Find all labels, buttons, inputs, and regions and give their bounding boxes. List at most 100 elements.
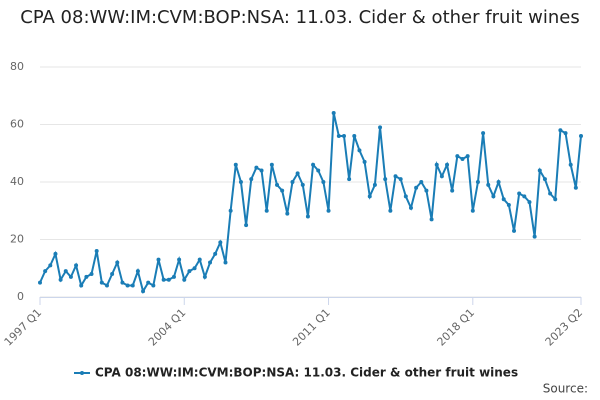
data-point	[48, 263, 53, 268]
data-point	[208, 260, 213, 265]
data-point	[43, 269, 48, 274]
data-point	[475, 180, 480, 184]
data-point	[89, 272, 94, 276]
chart-title: CPA 08:WW:IM:CVM:BOP:NSA: 11.03. Cider &…	[20, 7, 580, 28]
data-point	[491, 194, 496, 199]
data-point	[290, 180, 295, 184]
data-point	[501, 197, 506, 202]
data-point	[300, 182, 305, 187]
data-point	[125, 283, 130, 288]
data-point	[403, 194, 408, 199]
legend-label: CPA 08:WW:IM:CVM:BOP:NSA: 11.03. Cider &…	[95, 366, 518, 380]
data-point	[94, 249, 99, 253]
data-point	[218, 240, 223, 245]
y-tick-label: 0	[17, 290, 24, 303]
data-point	[362, 159, 367, 164]
data-point	[393, 174, 398, 179]
x-tick-label: 2023 Q2	[543, 306, 586, 349]
legend: CPA 08:WW:IM:CVM:BOP:NSA: 11.03. Cider &…	[74, 366, 518, 380]
data-point	[465, 154, 470, 159]
data-point	[321, 180, 326, 184]
data-point	[156, 257, 161, 262]
data-point	[38, 280, 42, 285]
data-point	[434, 162, 439, 167]
data-point	[99, 280, 104, 285]
data-point	[496, 180, 501, 184]
data-point	[568, 162, 573, 167]
data-point	[259, 168, 264, 173]
data-point	[275, 182, 280, 187]
data-point	[197, 257, 202, 262]
x-tick-label: 2018 Q1	[435, 306, 478, 349]
data-point	[357, 148, 362, 153]
data-point	[316, 168, 321, 173]
data-point	[522, 194, 527, 199]
data-point	[481, 131, 486, 136]
data-point	[542, 177, 547, 182]
data-point	[295, 171, 300, 176]
data-point	[419, 180, 424, 184]
y-tick-label: 60	[10, 118, 24, 131]
data-point	[280, 188, 285, 193]
data-point	[553, 197, 558, 202]
legend-marker	[80, 371, 84, 375]
data-point	[68, 274, 73, 279]
data-point	[537, 168, 542, 173]
data-point	[470, 208, 475, 213]
data-point	[408, 205, 413, 210]
data-point	[429, 217, 434, 222]
data-point	[171, 274, 176, 279]
data-point	[347, 177, 352, 182]
data-point	[512, 228, 517, 233]
data-point	[563, 131, 568, 136]
data-point	[305, 214, 310, 219]
data-point	[455, 154, 460, 159]
data-point	[202, 274, 207, 279]
data-point	[254, 165, 259, 170]
x-tick-label: 1997 Q1	[2, 306, 45, 349]
data-point	[104, 283, 109, 288]
y-tick-label: 20	[10, 233, 24, 246]
data-point	[527, 200, 532, 205]
data-point	[388, 208, 393, 213]
data-point	[548, 191, 553, 196]
data-point	[84, 274, 89, 279]
data-point	[326, 208, 331, 213]
data-point	[238, 180, 243, 184]
data-point	[424, 188, 429, 193]
data-point	[74, 263, 79, 268]
data-point	[244, 223, 249, 228]
data-point	[532, 234, 537, 239]
data-point	[130, 283, 135, 288]
data-point	[398, 177, 403, 182]
data-point	[110, 272, 115, 276]
data-point	[573, 185, 578, 190]
data-point	[63, 269, 68, 274]
data-point	[115, 260, 120, 265]
data-point	[166, 277, 171, 282]
data-point	[579, 134, 583, 138]
data-point	[439, 174, 444, 179]
data-point	[414, 185, 419, 190]
data-point	[228, 208, 233, 213]
y-tick-label: 80	[10, 60, 24, 73]
data-point	[120, 280, 125, 285]
data-point	[58, 277, 63, 282]
data-point	[331, 111, 336, 115]
data-point	[249, 177, 254, 182]
data-point	[352, 134, 357, 138]
y-tick-label: 40	[10, 175, 24, 188]
data-point	[79, 283, 84, 288]
data-point	[372, 182, 377, 187]
data-point	[460, 157, 465, 161]
data-point	[285, 211, 290, 216]
data-point	[192, 266, 197, 271]
data-point	[486, 182, 491, 187]
data-point	[53, 251, 58, 256]
data-point	[146, 280, 151, 285]
data-point	[182, 277, 187, 282]
data-point	[445, 162, 450, 167]
data-point	[450, 188, 455, 193]
